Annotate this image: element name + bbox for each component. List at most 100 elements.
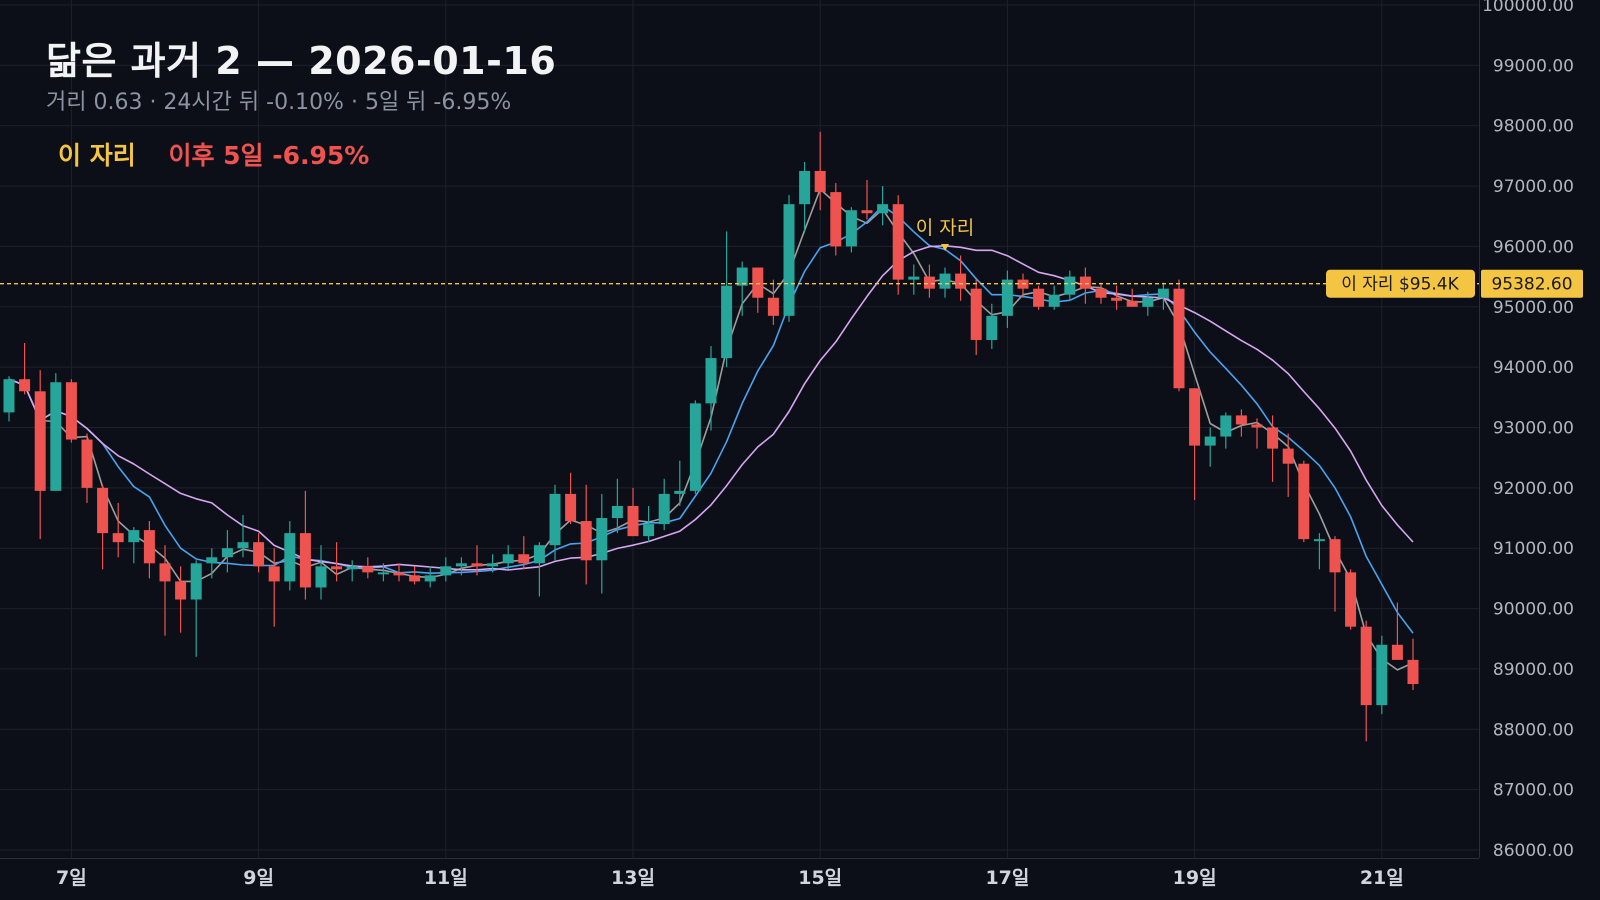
y-tick-label: 87000.00 [1493, 781, 1574, 801]
candle [908, 264, 920, 295]
spot-arrow-icon [941, 244, 949, 251]
candle [50, 373, 62, 491]
candle-body [1157, 288, 1169, 298]
candle [502, 545, 514, 570]
y-tick-label: 99000.00 [1493, 56, 1574, 76]
candle [799, 161, 811, 232]
candles [3, 131, 1419, 742]
candle [19, 343, 31, 395]
candle [1142, 291, 1154, 316]
spot-marker: 이 자리 [0, 217, 1479, 285]
candle [1220, 412, 1232, 449]
candle [377, 563, 389, 582]
candle-body [565, 493, 577, 522]
y-tick-label: 94000.00 [1493, 358, 1574, 378]
candle-body [861, 210, 873, 214]
candle-body [799, 170, 811, 205]
candle-body [533, 545, 545, 564]
time-axis[interactable]: 7일 9일 11일 13일 15일 17일 19일 21일 [56, 867, 1404, 889]
candle [892, 195, 904, 295]
candle [253, 533, 265, 573]
candle-body [206, 557, 218, 564]
candle-body [1048, 294, 1060, 307]
price-axis[interactable]: 86000.00 87000.00 88000.00 89000.00 90000.00… [1482, 0, 1574, 861]
candle [284, 521, 296, 591]
candle-body [50, 382, 62, 491]
candle-body [721, 285, 733, 359]
candle [1189, 388, 1201, 500]
candle-body [1220, 415, 1232, 437]
price-tags: 이 자리 $95.4K 95382.60 [1326, 269, 1583, 298]
candle-body [986, 315, 998, 340]
candle-body [955, 273, 967, 289]
candle-body [175, 581, 187, 600]
candle [580, 484, 592, 585]
y-tick-label: 88000.00 [1493, 720, 1574, 740]
candle-body [1189, 388, 1201, 446]
candle [1173, 279, 1185, 392]
candle-body [331, 566, 343, 570]
candle-body [1033, 288, 1045, 307]
candle-body [424, 575, 436, 582]
candle [830, 183, 842, 256]
candle-body [783, 204, 795, 316]
candle [1298, 460, 1310, 543]
candle [393, 563, 405, 582]
legend-spot-label: 이 자리 [58, 141, 136, 170]
candle [112, 502, 124, 558]
candle [1064, 270, 1076, 301]
candle [1345, 569, 1357, 630]
candle [221, 530, 233, 573]
candle-body [3, 379, 15, 413]
candle-body [299, 533, 311, 588]
candle-body [1345, 572, 1357, 627]
candle-body [1204, 436, 1216, 446]
candle-body [455, 563, 467, 567]
candle [814, 131, 826, 211]
x-tick-label: 9일 [243, 867, 274, 889]
candle [518, 536, 530, 570]
y-tick-label: 96000.00 [1493, 237, 1574, 257]
candle [346, 560, 358, 582]
candle [34, 370, 46, 540]
candle [1001, 270, 1013, 328]
candle [455, 557, 467, 576]
candle-body [1329, 539, 1341, 573]
candle [362, 557, 374, 579]
candle [689, 400, 701, 494]
candle [3, 376, 15, 422]
candle [674, 460, 686, 506]
x-tick-label: 13일 [611, 867, 655, 889]
candle-body [845, 210, 857, 247]
y-tick-label: 91000.00 [1493, 539, 1574, 559]
candle-body [65, 382, 77, 440]
candle-body [923, 276, 935, 289]
candle [409, 566, 421, 585]
x-tick-label: 19일 [1173, 867, 1217, 889]
candle-body [596, 518, 608, 561]
candle-body [658, 493, 670, 525]
candle-body [1376, 644, 1388, 706]
candle-body [705, 358, 717, 404]
candle-body [877, 204, 889, 214]
candle [1391, 602, 1403, 660]
candle [1111, 285, 1123, 310]
candle-body [440, 566, 452, 576]
candle [1376, 635, 1388, 715]
candle [128, 527, 140, 564]
candle [159, 545, 171, 636]
candle-body [81, 439, 93, 488]
candle-body [767, 297, 779, 316]
candle-body [611, 505, 623, 519]
candle [861, 180, 873, 220]
candle-body [627, 505, 639, 537]
candle-body [736, 267, 748, 286]
candle [97, 484, 109, 570]
candle [471, 545, 483, 576]
x-tick-label: 21일 [1360, 867, 1404, 889]
candle [206, 548, 218, 579]
candle-body [143, 530, 155, 564]
candle-body [1360, 626, 1372, 706]
chart-legend: 이 자리 이후 5일 -6.95% [58, 136, 369, 172]
